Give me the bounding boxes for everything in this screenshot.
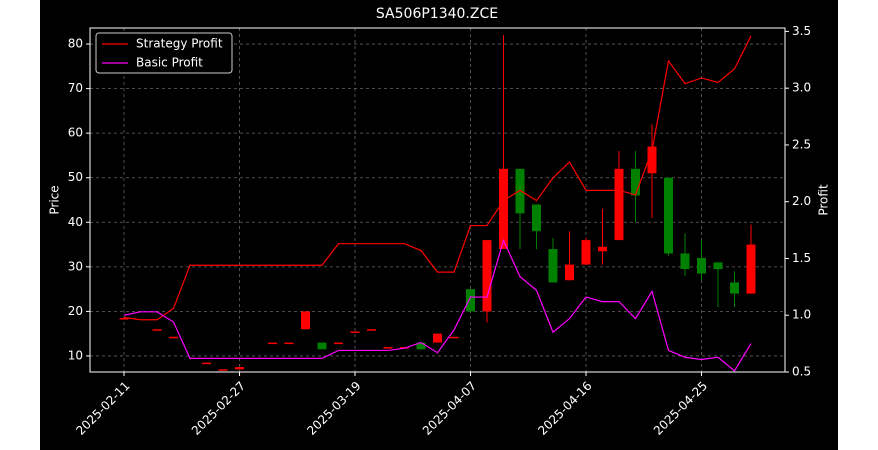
y2-tick-label: 3.0 [792, 81, 811, 95]
candle-body [532, 204, 541, 232]
y2-tick-label: 3.5 [792, 24, 811, 38]
candle-body [284, 342, 294, 345]
candle-body [466, 289, 475, 312]
profit-line [123, 238, 752, 372]
figure-background [40, 0, 838, 450]
candle-body [598, 246, 607, 252]
candle-body [565, 264, 574, 281]
candle-body [119, 318, 129, 320]
y2-tick-label: 2.0 [792, 194, 811, 208]
candle-body [152, 329, 162, 331]
candle-body [499, 168, 508, 250]
candle-body [383, 347, 393, 349]
legend-label: Basic Profit [136, 56, 203, 70]
candle-body [317, 342, 327, 350]
candle-body [235, 367, 244, 370]
y2-tick-label: 2.5 [792, 137, 811, 151]
y-tick-label: 20 [68, 304, 83, 318]
profit-line [123, 35, 752, 321]
candle-body [713, 262, 723, 270]
chart-title: SA506P1340.ZCE [376, 6, 498, 22]
y-tick-label: 80 [68, 37, 83, 51]
candle-body [218, 369, 228, 371]
candle-body [449, 336, 459, 339]
candle-body [631, 168, 640, 196]
plot-frame [89, 27, 786, 373]
candle-body [548, 249, 558, 283]
legend-label: Strategy Profit [136, 37, 223, 51]
y-axis-label: Price [48, 185, 62, 214]
candle-body [746, 244, 756, 294]
candle-body [664, 177, 673, 254]
candle-body [334, 342, 343, 345]
y-tick-label: 30 [68, 259, 83, 273]
y2-tick-label: 0.5 [792, 365, 811, 379]
y-tick-label: 50 [68, 170, 83, 184]
candle-body [697, 257, 706, 274]
y-tick-label: 10 [68, 348, 83, 362]
candle-body [614, 168, 624, 241]
candle-body [482, 240, 492, 312]
candle-body [169, 336, 178, 339]
y2-tick-label: 1.5 [792, 251, 811, 265]
y-tick-label: 70 [68, 81, 83, 95]
candle-body [647, 146, 657, 174]
candle-body [730, 282, 739, 294]
y2-tick-label: 1.0 [792, 308, 811, 322]
candle-body [301, 311, 310, 330]
candle-body [350, 331, 360, 333]
candle-body [581, 240, 591, 265]
y-tick-label: 60 [68, 126, 83, 140]
candle-body [680, 253, 690, 270]
y-tick-label: 40 [68, 215, 83, 229]
candle-body [515, 168, 525, 214]
candle-body [367, 329, 376, 331]
candle-body [268, 342, 277, 345]
candle-body [202, 362, 211, 365]
legend-box [95, 32, 233, 74]
candle-body [416, 342, 426, 350]
candle-body [433, 333, 442, 343]
y2-axis-label: Profit [817, 184, 831, 216]
